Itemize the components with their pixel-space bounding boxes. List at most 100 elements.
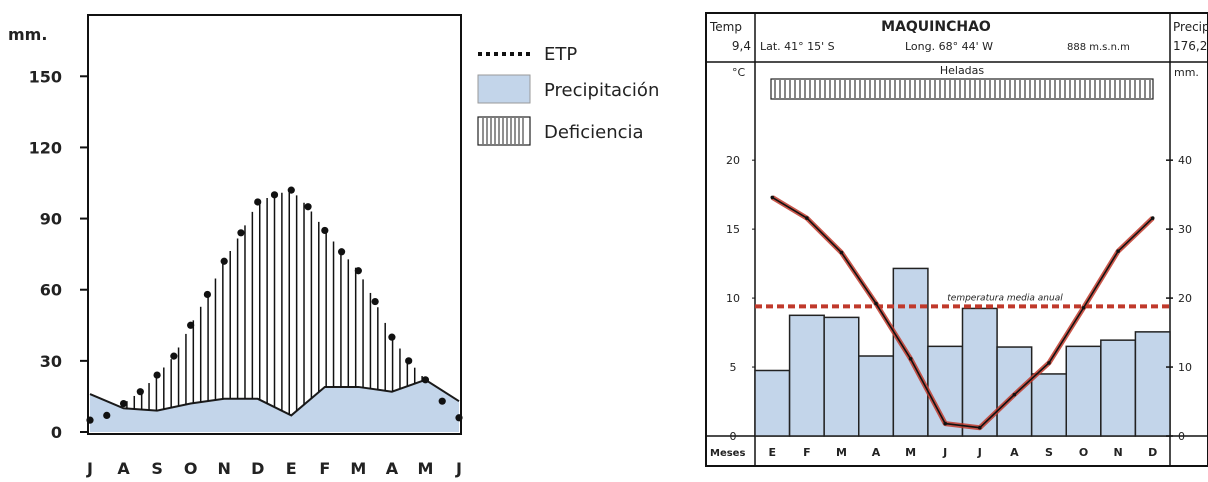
temperature-point bbox=[874, 301, 878, 306]
etp-point bbox=[455, 414, 463, 422]
month-label: M bbox=[836, 446, 847, 459]
month-label: D bbox=[1148, 446, 1157, 459]
etp-point bbox=[388, 333, 396, 341]
precipitation-tick-label: 20 bbox=[1178, 292, 1192, 305]
chart-title: MAQUINCHAO bbox=[881, 19, 991, 35]
etp-point bbox=[254, 198, 262, 206]
precipitation-bar bbox=[1030, 373, 1067, 437]
temperature-point bbox=[1047, 361, 1051, 365]
left-unit-label: °C bbox=[732, 66, 746, 79]
temperature-line-layer bbox=[770, 195, 1155, 431]
months-row-label: Meses bbox=[710, 448, 745, 459]
etp-point bbox=[119, 399, 128, 408]
heladas-hatch bbox=[774, 80, 1151, 98]
month-label: J bbox=[942, 446, 947, 459]
temperature-point bbox=[1081, 305, 1086, 310]
precip-header-label: Precip bbox=[1173, 20, 1208, 34]
etp-point bbox=[421, 376, 430, 384]
month-label: O bbox=[1079, 446, 1088, 459]
temperature-tick-label: 20 bbox=[726, 154, 740, 167]
etp-point bbox=[220, 257, 228, 265]
etp-point bbox=[321, 226, 329, 235]
legend-item-etp: ETP bbox=[478, 44, 577, 65]
temperature-tick-label: 5 bbox=[730, 361, 737, 374]
temperature-point bbox=[977, 425, 982, 430]
y-tick-label: 30 bbox=[40, 352, 62, 371]
precipitation-tick-label: 30 bbox=[1178, 223, 1192, 236]
x-tick-label: A bbox=[117, 459, 130, 478]
precipitation-bar bbox=[754, 369, 791, 437]
latitude-label: Lat. 41° 15' S bbox=[760, 40, 835, 53]
heladas-band bbox=[770, 78, 1154, 100]
y-tick-label: 90 bbox=[40, 210, 62, 229]
etp-point bbox=[170, 352, 178, 360]
precipitation-bar bbox=[788, 314, 825, 437]
etp-point bbox=[304, 203, 312, 211]
legend-label-deficiency: Deficiencia bbox=[544, 122, 644, 143]
month-label: E bbox=[769, 446, 777, 459]
precipitation-bar bbox=[1134, 331, 1171, 437]
x-tick-label: D bbox=[251, 459, 264, 478]
etp-points-layer bbox=[86, 186, 463, 424]
temperature-line bbox=[771, 196, 1154, 429]
etp-point bbox=[270, 191, 279, 199]
precipitation-bar bbox=[1100, 339, 1137, 437]
y-axis-ticks: 0 30 60 90 120 150 bbox=[29, 67, 88, 442]
legend-item-precipitation: Precipitación bbox=[477, 74, 659, 104]
month-label: N bbox=[1114, 446, 1123, 459]
precipitation-area bbox=[90, 379, 459, 432]
deficiency-legend-swatch bbox=[477, 116, 531, 146]
month-label: M bbox=[905, 446, 916, 459]
precip-header-value: 176,2 bbox=[1173, 39, 1207, 53]
x-tick-label: O bbox=[184, 459, 198, 478]
plot-frame bbox=[87, 14, 462, 435]
legend-label-etp: ETP bbox=[544, 44, 577, 65]
x-tick-label: J bbox=[86, 459, 93, 478]
etp-point bbox=[405, 357, 413, 365]
y-tick-label: 60 bbox=[40, 281, 62, 300]
mean-temperature-layer: temperatura media anual bbox=[755, 293, 1170, 309]
precipitation-bar bbox=[1065, 345, 1102, 437]
deficiency-hatching-layer bbox=[126, 190, 423, 415]
temperature-point bbox=[943, 421, 948, 426]
legend: ETP Precipitación Deficiencia bbox=[477, 44, 659, 146]
deficiency-legend-hatch bbox=[482, 118, 524, 144]
x-tick-label: E bbox=[286, 459, 297, 478]
temperature-tick-label: 15 bbox=[726, 223, 740, 236]
etp-point bbox=[354, 267, 362, 275]
maquinchao-climograph: Temp 9,4 MAQUINCHAO Lat. 41° 15' S Long.… bbox=[705, 12, 1208, 467]
legend-label-precipitation: Precipitación bbox=[544, 80, 659, 101]
temperature-point bbox=[839, 250, 844, 255]
precipitation-tick-label: 10 bbox=[1178, 361, 1192, 374]
temp-header-value: 9,4 bbox=[732, 39, 751, 53]
etp-point bbox=[153, 371, 161, 379]
etp-point bbox=[187, 321, 195, 329]
x-tick-label: S bbox=[151, 459, 163, 478]
precipitation-legend-swatch bbox=[477, 74, 531, 104]
x-tick-label: A bbox=[386, 459, 399, 478]
precipitation-bar bbox=[892, 267, 929, 437]
temperature-point bbox=[1116, 249, 1120, 253]
temperature-point bbox=[770, 195, 775, 200]
precipitation-tick-label: 0 bbox=[1178, 430, 1185, 443]
temperature-point bbox=[1012, 392, 1017, 397]
legend-item-deficiency: Deficiencia bbox=[477, 116, 644, 146]
temp-header-label: Temp bbox=[709, 20, 742, 34]
month-label: A bbox=[872, 446, 881, 459]
etp-point bbox=[287, 186, 295, 194]
x-tick-label: F bbox=[319, 459, 330, 478]
etp-point bbox=[237, 229, 245, 237]
heladas-label: Heladas bbox=[940, 64, 985, 77]
etp-point bbox=[203, 290, 212, 299]
temperature-tick-label: 0 bbox=[730, 430, 737, 443]
temperature-point bbox=[805, 216, 809, 220]
altitude-label: 888 m.s.n.m bbox=[1067, 42, 1130, 53]
etp-point bbox=[438, 397, 446, 405]
month-label: S bbox=[1045, 446, 1053, 459]
x-tick-label: N bbox=[217, 459, 230, 478]
y-axis-unit-label: mm. bbox=[8, 25, 47, 44]
